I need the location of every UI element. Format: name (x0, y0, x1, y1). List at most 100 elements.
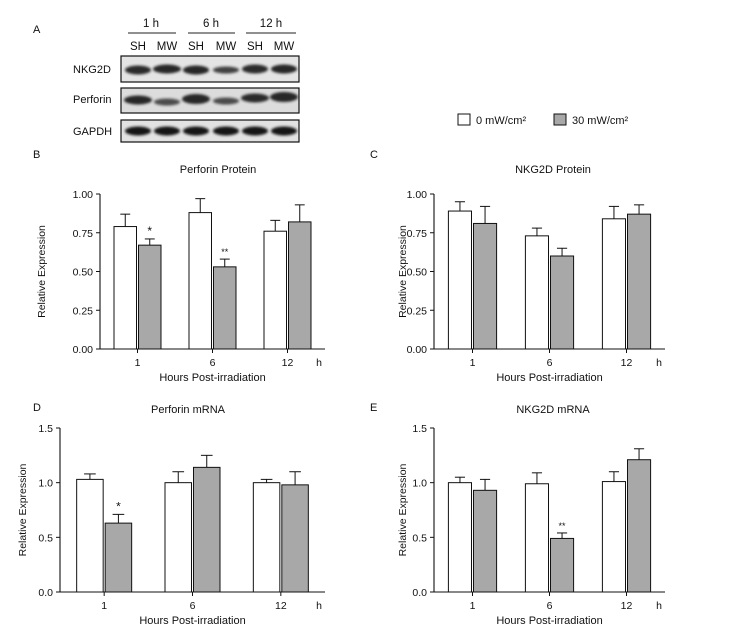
y-tick-label: 0.5 (412, 532, 427, 544)
x-tick-label: 12 (282, 357, 294, 369)
x-tick-label: 1 (470, 357, 476, 369)
y-tick-label: 0.25 (407, 305, 428, 317)
bar-treated (104, 522, 133, 593)
legend-label-30mw: 30 mW/cm² (572, 115, 629, 127)
chart-title: NKG2D mRNA (516, 404, 590, 416)
x-tick-label: 12 (275, 600, 287, 612)
blot-strip-nkg2d (120, 55, 300, 83)
bar-treated (281, 484, 309, 593)
blot-strip-perforin (120, 87, 300, 114)
significance-marker: * (147, 224, 152, 238)
lane-label: SH (188, 41, 204, 53)
lane-label: MW (157, 41, 178, 53)
x-unit-label: h (656, 600, 662, 612)
significance-marker: * (116, 499, 121, 513)
y-axis-label: Relative Expression (397, 225, 409, 318)
bar-control (263, 230, 287, 350)
y-tick-label: 0.75 (73, 228, 94, 240)
blot-label-gapdh: GAPDH (73, 126, 112, 138)
y-tick-label: 0.00 (73, 344, 94, 356)
blot-strip-gapdh (120, 119, 300, 143)
x-unit-label: h (316, 600, 322, 612)
y-tick-label: 0.5 (38, 532, 53, 544)
bar-treated (213, 266, 237, 350)
y-tick-label: 0.00 (407, 344, 428, 356)
x-tick-label: 12 (621, 357, 633, 369)
bar-control (524, 235, 550, 350)
x-axis-label: Hours Post-irradiation (496, 615, 602, 627)
y-tick-label: 0.50 (73, 267, 94, 279)
y-tick-label: 1.5 (38, 423, 53, 435)
y-tick-label: 1.00 (407, 189, 428, 201)
y-tick-label: 1.00 (73, 189, 94, 201)
lane-label: SH (130, 41, 146, 53)
bar-treated (627, 459, 652, 593)
panel-label: B (33, 149, 40, 161)
x-tick-label: 6 (190, 600, 196, 612)
y-tick-label: 0.0 (38, 587, 53, 599)
bar-control (447, 210, 472, 350)
panel-label-a: A (33, 24, 41, 36)
bar-treated (288, 221, 312, 350)
bar-control (601, 218, 627, 350)
legend-swatch-30mw (553, 113, 567, 126)
y-tick-label: 1.0 (412, 478, 427, 490)
bar-control (601, 481, 627, 593)
timepoint-label-12h: 12 h (260, 18, 282, 30)
bar-treated (550, 537, 575, 593)
legend-label-0mw: 0 mW/cm² (476, 115, 526, 127)
panel-label: C (370, 149, 378, 161)
bar-treated (550, 255, 575, 350)
x-tick-label: 1 (135, 357, 141, 369)
bar-control (188, 212, 212, 350)
bar-treated (138, 244, 162, 350)
bar-control (524, 483, 550, 593)
y-axis-label: Relative Expression (36, 225, 48, 318)
x-unit-label: h (316, 357, 322, 369)
chart-nkg2d-protein: C NKG2D Protein 0.00 0.25 0.50 0.75 1.00 Relati… (370, 149, 665, 384)
y-tick-label: 1.0 (38, 478, 53, 490)
chart-perforin-mrna: D Perforin mRNA 0.0 0.5 1.0 1.5 Relative Expre… (17, 402, 325, 627)
x-axis-label: Hours Post-irradiation (139, 615, 245, 627)
panel-label: D (33, 402, 41, 414)
lane-label: SH (247, 41, 263, 53)
blot-label-perforin: Perforin (73, 94, 112, 106)
y-tick-label: 0.50 (407, 267, 428, 279)
y-tick-label: 0.25 (73, 305, 94, 317)
y-axis-label: Relative Expression (17, 463, 29, 556)
timepoint-label-1h: 1 h (143, 18, 159, 30)
y-tick-label: 0.0 (412, 587, 427, 599)
significance-marker: ** (559, 521, 567, 531)
lane-label: MW (274, 41, 295, 53)
chart-nkg2d-mrna: E NKG2D mRNA 0.0 0.5 1.0 1.5 Relative Expressi… (370, 402, 665, 627)
bar-treated (193, 466, 221, 593)
x-unit-label: h (656, 357, 662, 369)
chart-title: NKG2D Protein (515, 164, 591, 176)
bar-control (164, 482, 192, 593)
panel-label: E (370, 402, 377, 414)
x-tick-label: 6 (547, 600, 553, 612)
bar-control (113, 226, 137, 350)
bar-control (252, 482, 281, 593)
bar-control (447, 482, 472, 593)
timepoint-label-6h: 6 h (203, 18, 219, 30)
y-axis-label: Relative Expression (397, 463, 409, 556)
western-blot-panel: A 1 h 6 h 12 h SH MW SH MW SH MW NKG2D P… (33, 18, 300, 143)
chart-title: Perforin mRNA (151, 404, 226, 416)
x-axis-label: Hours Post-irradiation (159, 372, 265, 384)
x-tick-label: 6 (210, 357, 216, 369)
bar-treated (473, 489, 498, 593)
bar-treated (627, 213, 652, 350)
y-tick-label: 1.5 (412, 423, 427, 435)
x-tick-label: 1 (470, 600, 476, 612)
x-axis-label: Hours Post-irradiation (496, 372, 602, 384)
bar-treated (473, 222, 498, 350)
lane-label: MW (216, 41, 237, 53)
y-tick-label: 0.75 (407, 228, 428, 240)
blot-label-nkg2d: NKG2D (73, 64, 111, 76)
chart-perforin-protein: B Perforin Protein 0.00 0.25 0.50 0.75 1.00 Rel… (33, 149, 325, 384)
bar-control (76, 478, 104, 593)
chart-title: Perforin Protein (180, 164, 256, 176)
x-tick-label: 6 (547, 357, 553, 369)
